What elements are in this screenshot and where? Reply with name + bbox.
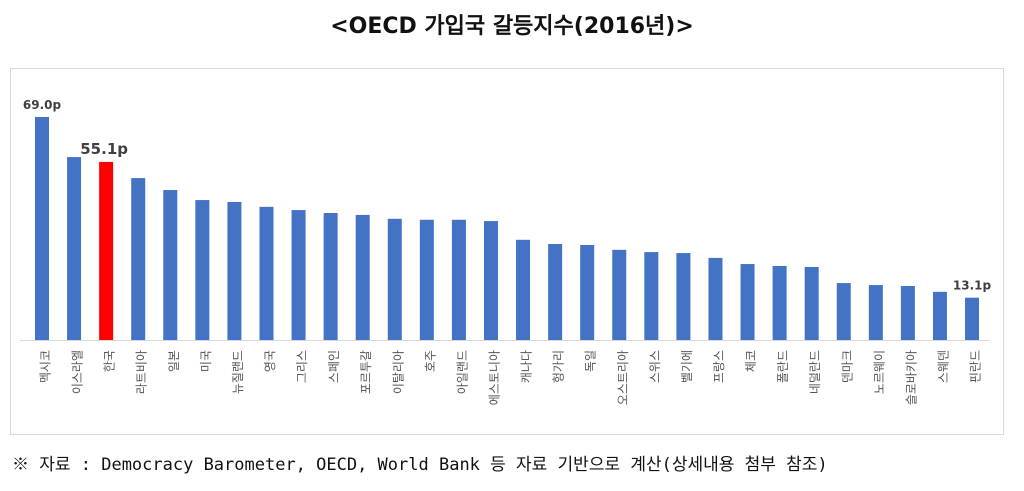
x-tick-label: 이스라엘 [71, 350, 85, 394]
bar [516, 239, 531, 340]
x-tick-label: 한국 [103, 350, 117, 372]
bar [131, 178, 146, 340]
x-tick-label: 슬로바키아 [904, 350, 918, 405]
x-tick-label: 독일 [584, 350, 598, 372]
source-note: ※ 자료 : Democracy Barometer, OECD, World … [12, 455, 828, 475]
x-tick-label: 영국 [263, 350, 277, 372]
x-tick-label: 폴란드 [776, 350, 790, 383]
x-tick-label: 노르웨이 [872, 350, 886, 394]
bar [291, 210, 306, 340]
x-tick-label: 일본 [167, 350, 181, 372]
x-tick-label: 스웨덴 [936, 350, 950, 383]
x-tick-label: 호주 [423, 350, 437, 372]
x-tick-label: 덴마크 [840, 350, 854, 383]
bar [67, 157, 82, 340]
bar [708, 257, 723, 340]
x-tick-label: 미국 [199, 350, 213, 372]
data-label: 55.1p [80, 140, 128, 158]
chart-frame [10, 68, 1004, 435]
bar [195, 200, 210, 340]
bar [419, 219, 434, 340]
x-tick-label: 캐나다 [520, 350, 534, 383]
bar [804, 266, 819, 340]
bar [644, 252, 659, 340]
bar [740, 264, 755, 340]
bar [900, 286, 915, 340]
bar [483, 221, 498, 340]
x-tick-label: 핀란드 [969, 350, 983, 383]
bar [868, 285, 883, 340]
bar [323, 212, 338, 340]
bar [451, 219, 466, 340]
x-tick-label: 프랑스 [712, 350, 726, 383]
x-tick-label: 체코 [744, 350, 758, 372]
bar [612, 249, 627, 340]
bar [965, 297, 980, 340]
bar [35, 117, 49, 340]
x-tick-label: 그리스 [295, 350, 309, 383]
chart-title: <OECD 가입국 갈등지수(2016년)> [330, 14, 694, 39]
x-tick-label: 라트비아 [135, 350, 149, 394]
x-tick-label: 아일랜드 [455, 350, 469, 394]
bar [387, 218, 402, 340]
bar-chart: 멕시코 이스라엘 한국 라트비아 일본 미국 뉴질랜드 영국 그리스 스페인 포르투갈 이탈리아 호주 아… [20, 98, 992, 405]
x-tick-label: 이탈리아 [391, 350, 405, 394]
x-tick-label: 오스트리아 [616, 350, 630, 405]
bar [932, 291, 947, 340]
x-tick-label: 스페인 [327, 350, 341, 383]
data-label: 13.1p [953, 279, 992, 293]
bar [676, 253, 691, 340]
x-tick-label: 헝가리 [552, 350, 566, 383]
x-tick-label: 뉴질랜드 [231, 350, 245, 394]
bar [836, 283, 851, 340]
bar [548, 244, 563, 340]
bar [580, 244, 595, 340]
data-label: 69.0p [23, 98, 62, 112]
x-tick-label: 포르투갈 [359, 350, 373, 394]
x-tick-label: 에스토니아 [487, 350, 501, 405]
bar [772, 265, 787, 340]
bar [259, 206, 274, 340]
x-tick-label: 네덜란드 [808, 350, 822, 394]
x-tick-label: 스위스 [648, 350, 662, 383]
bar [163, 190, 178, 340]
x-tick-label: 벨기에 [680, 350, 694, 383]
bar [227, 201, 242, 340]
bar [99, 161, 114, 340]
x-tick-label: 멕시코 [39, 350, 53, 383]
bar [355, 214, 370, 340]
